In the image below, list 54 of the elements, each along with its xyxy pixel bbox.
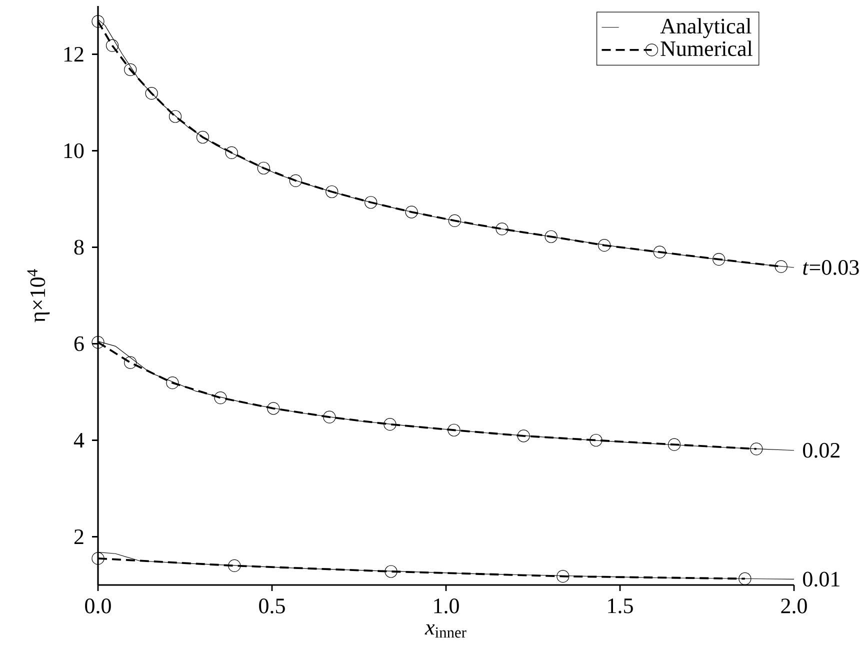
point: [668, 438, 681, 451]
x-axis-title: x$_{inner}$: [424, 624, 466, 638]
point: [448, 214, 462, 228]
y-tick-label: 8: [74, 240, 84, 255]
point: [168, 110, 182, 123]
legend-label: Numerical: [660, 40, 752, 56]
point: [326, 185, 338, 198]
y-tick-label: 12: [64, 46, 84, 62]
point: [496, 222, 508, 236]
point: [166, 376, 179, 390]
point: [738, 572, 752, 586]
point: [556, 570, 570, 583]
point: [384, 418, 396, 431]
point: [712, 253, 726, 266]
point: [598, 239, 611, 252]
point: [92, 552, 104, 565]
point: [653, 246, 666, 258]
point: [384, 565, 398, 578]
point: [257, 162, 270, 174]
x-tick-label: 0.0: [85, 598, 111, 614]
point: [124, 356, 137, 369]
x-tick-label: 0.5: [259, 598, 285, 614]
point: [267, 402, 280, 415]
point: [124, 63, 137, 76]
point: [405, 206, 418, 218]
point: [225, 146, 238, 159]
y-tick-label: 6: [74, 336, 84, 352]
x-tick-label: 2.0: [781, 598, 807, 614]
x-tick-label: 1.5: [608, 598, 633, 614]
point: [228, 559, 241, 572]
y-tick-label: 10: [64, 143, 84, 158]
point: [774, 260, 788, 273]
point: [517, 430, 530, 442]
point: [364, 196, 378, 209]
y-axis-title: η×10$^{4}$: [27, 269, 50, 322]
y-tick-label: 4: [74, 433, 84, 448]
y-tick-label: 2: [74, 529, 84, 544]
point: [92, 15, 104, 28]
point: [92, 336, 104, 349]
point: [544, 230, 558, 243]
point: [750, 442, 763, 456]
text: t=0.03: [803, 260, 859, 275]
point: [448, 424, 460, 436]
point: [289, 174, 302, 187]
point: [323, 410, 336, 424]
point: [590, 434, 602, 447]
x-tick-label: 1.0: [434, 598, 459, 614]
point: [106, 39, 119, 52]
point: [214, 391, 227, 404]
point: [196, 130, 210, 144]
text: 0.01: [803, 572, 840, 587]
point: [145, 87, 158, 100]
legend-label: Analytical: [660, 18, 752, 38]
text: 0.02: [803, 442, 840, 458]
